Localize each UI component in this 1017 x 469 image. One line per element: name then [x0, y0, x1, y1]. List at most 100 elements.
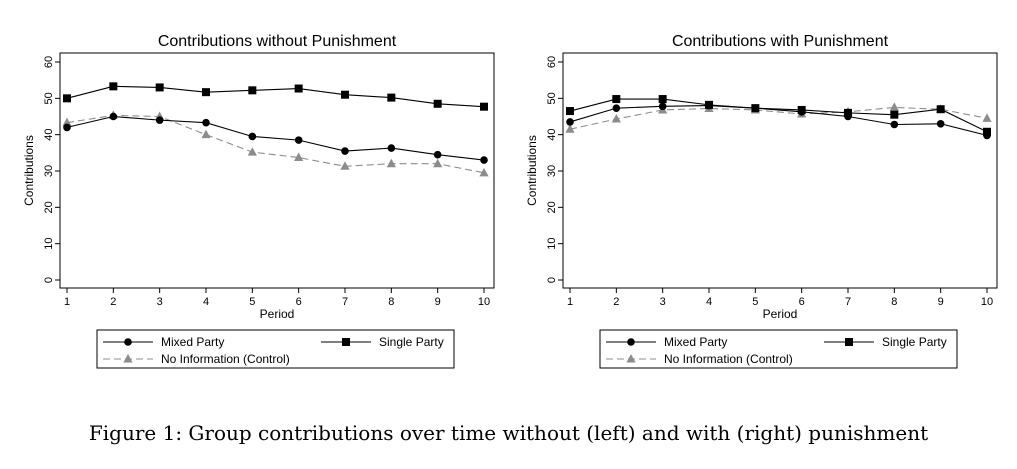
y-axis-label: Contributions	[525, 135, 539, 206]
plot-frame	[562, 52, 998, 289]
y-tick-label: 40	[546, 129, 558, 141]
y-tick-label: 20	[43, 201, 55, 213]
data-point	[63, 123, 71, 132]
x-tick-label: 5	[249, 296, 255, 308]
data-point	[63, 94, 71, 103]
data-point	[433, 99, 442, 108]
x-axis-label: Period	[763, 307, 798, 321]
legend-label: Single Party	[882, 335, 947, 349]
data-point	[340, 161, 350, 170]
data-point	[566, 118, 574, 126]
data-point	[705, 100, 713, 109]
data-point	[889, 102, 899, 111]
y-tick-label: 50	[43, 92, 55, 104]
x-tick-label: 1	[567, 296, 573, 308]
legend-marker	[845, 338, 853, 346]
data-point	[480, 156, 488, 164]
x-tick-label: 6	[799, 296, 805, 308]
y-tick-label: 50	[546, 92, 558, 104]
data-point	[387, 93, 396, 102]
data-point	[983, 127, 991, 136]
y-tick-label: 30	[546, 165, 558, 177]
data-point	[982, 113, 992, 122]
data-point	[62, 117, 72, 127]
data-point	[202, 118, 210, 127]
legend-marker	[123, 354, 133, 363]
legend-label: No Information (Control)	[664, 352, 793, 366]
chart-title: Contributions with Punishment	[672, 33, 889, 50]
data-point	[155, 116, 164, 124]
data-point	[890, 120, 899, 129]
y-tick-label: 40	[43, 129, 55, 141]
data-point	[936, 105, 945, 114]
data-point	[247, 147, 257, 156]
y-tick-label: 10	[43, 238, 55, 250]
legend-label: Mixed Party	[664, 335, 727, 349]
data-point	[341, 147, 349, 155]
legend-label: Single Party	[379, 335, 444, 349]
data-point	[890, 110, 899, 119]
data-point	[294, 136, 303, 144]
data-point	[202, 88, 210, 97]
y-tick-label: 60	[43, 56, 55, 68]
data-point	[751, 104, 760, 113]
series-line-mixed-party	[569, 105, 988, 136]
data-point	[611, 114, 621, 123]
data-point	[433, 150, 442, 159]
data-point	[155, 83, 164, 92]
series-line-no-information-control	[66, 114, 485, 174]
data-point	[658, 95, 667, 104]
x-tick-label: 6	[296, 296, 302, 308]
x-tick-label: 3	[660, 296, 666, 308]
data-point	[109, 112, 118, 121]
series-line-no-information-control	[569, 106, 988, 130]
x-tick-label: 10	[981, 296, 993, 308]
legend-marker	[627, 338, 635, 346]
data-point	[109, 82, 118, 91]
data-point	[294, 152, 304, 162]
x-tick-label: 2	[613, 296, 619, 308]
data-point	[386, 158, 396, 168]
y-tick-label: 0	[546, 277, 558, 283]
data-point	[658, 102, 667, 111]
data-point	[387, 144, 396, 152]
x-tick-label: 10	[478, 296, 490, 308]
legend-label: No Information (Control)	[161, 352, 290, 366]
data-point	[294, 84, 303, 93]
y-tick-label: 0	[43, 277, 55, 283]
data-point	[433, 158, 443, 168]
series-line-single-party	[66, 85, 485, 108]
data-point	[612, 104, 621, 112]
x-tick-label: 1	[64, 296, 70, 308]
figure-caption: Figure 1: Group contributions over time …	[88, 421, 929, 445]
data-point	[480, 102, 488, 111]
series-line-mixed-party	[66, 115, 485, 161]
legend-marker	[626, 354, 636, 363]
x-tick-label: 4	[706, 296, 712, 308]
y-tick-label: 10	[546, 238, 558, 250]
x-tick-label: 7	[845, 296, 851, 308]
x-tick-label: 8	[891, 296, 897, 308]
series-line-single-party	[569, 98, 988, 133]
data-point	[248, 86, 257, 95]
chart-panel-1: Contributions without Punishment 0 10 20 30 4…	[22, 33, 495, 369]
x-tick-label: 8	[388, 296, 394, 308]
data-point	[479, 167, 489, 177]
data-point	[612, 95, 621, 104]
data-point	[341, 90, 349, 99]
x-tick-label: 5	[752, 296, 758, 308]
legend-label: Mixed Party	[161, 335, 224, 349]
plot-frame	[59, 52, 495, 289]
chart-title: Contributions without Punishment	[158, 33, 397, 50]
legend-marker	[342, 338, 350, 346]
y-axis-label: Contributions	[22, 135, 36, 206]
data-point	[565, 124, 575, 133]
data-point	[936, 119, 945, 128]
data-point	[248, 132, 257, 141]
x-tick-label: 3	[157, 296, 163, 308]
x-tick-label: 7	[342, 296, 348, 308]
x-tick-label: 2	[110, 296, 116, 308]
x-tick-label: 9	[938, 296, 944, 308]
legend-box	[96, 329, 455, 369]
